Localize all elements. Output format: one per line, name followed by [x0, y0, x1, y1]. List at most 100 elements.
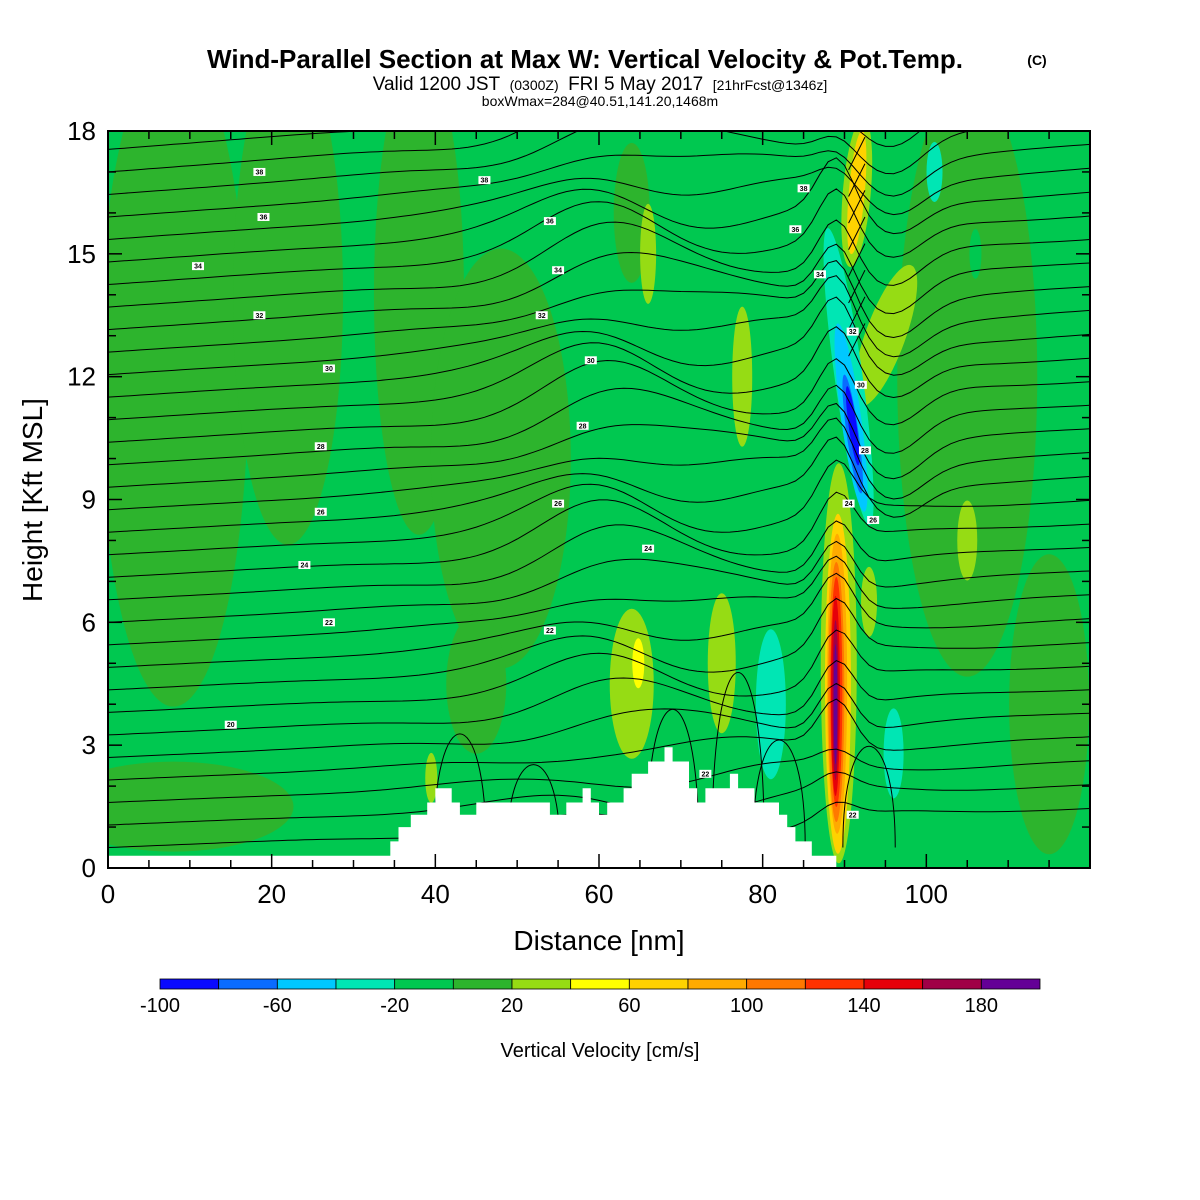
- theta-label-text: 28: [579, 423, 587, 430]
- theta-label: 26: [314, 507, 327, 516]
- theta-label-text: 28: [317, 444, 325, 451]
- theta-label-text: 22: [701, 771, 709, 778]
- theta-label-text: 22: [546, 628, 554, 635]
- colorbar-tick-label: 100: [730, 995, 763, 1017]
- weak-up-1: [609, 608, 654, 759]
- weak-up-3: [425, 752, 438, 803]
- colorbar-tick-label: 180: [965, 995, 998, 1017]
- theta-label-text: 26: [554, 501, 562, 508]
- colorbar-tick-label: -20: [380, 995, 409, 1017]
- colorbar-swatch: [276, 978, 337, 990]
- theta-contour-loop: [842, 745, 896, 848]
- theta-label-bg: [789, 225, 802, 234]
- theta-label: 32: [253, 311, 266, 320]
- theta-label: 22: [699, 769, 712, 778]
- band-right: [897, 131, 1038, 677]
- theta-label-bg: [257, 212, 270, 221]
- theta-contour-line: [108, 219, 1090, 308]
- theta-contour-line: [108, 243, 1090, 331]
- theta-contour-labels: 20 22 24 26 28 30 32 34 36 38 38 36 34 32 30 28 26 24 22 38…: [192, 167, 880, 819]
- theta-label-text: 24: [644, 546, 652, 553]
- theta-label: 36: [789, 225, 802, 234]
- theta-contour-line: [108, 402, 1090, 488]
- terrain: [108, 747, 1090, 868]
- theta-label-bg: [854, 380, 867, 389]
- hatch-line: [848, 296, 866, 330]
- theta-label-text: 36: [546, 219, 554, 226]
- theta-label-text: 34: [554, 268, 562, 275]
- weak-down-3: [631, 398, 648, 519]
- theta-contour-line: [108, 572, 1090, 668]
- theta-label-bg: [813, 270, 826, 279]
- theta-label-bg: [576, 421, 589, 430]
- theta-label-bg: [842, 499, 855, 508]
- hatch-line: [848, 323, 866, 357]
- valid-line: Valid 1200 JST (0300Z) FRI 5 May 2017 [2…: [373, 74, 828, 95]
- colorbar-swatch: [922, 978, 982, 990]
- colorbar-swatch: [511, 978, 572, 990]
- colorbar-swatch: [980, 978, 1041, 990]
- theta-contour-line: [108, 436, 1090, 533]
- theta-label-text: 30: [325, 366, 333, 373]
- theta-contour-line: [108, 131, 972, 195]
- band-right-2: [1009, 554, 1090, 855]
- weak-down-1: [341, 137, 366, 248]
- y-axis-label: Height [Kft MSL]: [17, 398, 48, 602]
- theta-label: 20: [224, 720, 237, 729]
- theta-label-text: 32: [255, 313, 263, 320]
- theta-label-text: 34: [816, 272, 824, 279]
- main-title: Wind-Parallel Section at Max W: Vertical…: [207, 44, 963, 74]
- y-tick-label: 6: [82, 607, 96, 637]
- theta-label: 32: [535, 311, 548, 320]
- theta-label-bg: [797, 184, 810, 193]
- colorbar-swatch: [570, 978, 630, 990]
- theta-label-text: 24: [301, 563, 309, 570]
- theta-label-bg: [192, 262, 205, 271]
- theta-label: 32: [846, 327, 859, 336]
- theta-label-text: 24: [845, 501, 853, 508]
- theta-label-bg: [298, 561, 311, 570]
- theta-contour-line: [108, 555, 1090, 646]
- theta-contour-line: [108, 384, 1090, 466]
- theta-label-text: 36: [260, 214, 268, 221]
- theta-label-bg: [478, 176, 491, 185]
- theta-label: 34: [552, 266, 565, 275]
- theta-label-bg: [858, 446, 871, 455]
- band-mid-2: [430, 248, 571, 669]
- theta-contour-line: [108, 296, 1090, 398]
- band-left-2: [233, 131, 344, 545]
- theta-label-text: 34: [194, 264, 202, 271]
- theta-contour-line: [108, 358, 1090, 443]
- theta-contour-line: [108, 540, 1090, 623]
- theta-label: 24: [642, 544, 655, 553]
- plot-area: 20 22 24 26 28 30 32 34 36 38 38 36 34 32 30 28 26 24 22 38…: [108, 131, 1090, 868]
- x-tick-label: 40: [421, 879, 450, 909]
- valid-utc: (0300Z): [510, 77, 559, 93]
- band-left: [108, 131, 249, 707]
- theta-label-text: 36: [792, 227, 800, 234]
- theta-label-text: 32: [538, 313, 546, 320]
- theta-contour-line: [108, 660, 1090, 736]
- theta-label-bg: [224, 720, 237, 729]
- theta-contour-loop: [752, 739, 806, 848]
- theta-contour-line: [108, 459, 1090, 556]
- weak-down-8: [969, 228, 982, 279]
- theta-label-bg: [543, 626, 556, 635]
- colorbar-swatch: [159, 978, 220, 990]
- theta-label: 22: [322, 618, 335, 627]
- theta-label: 24: [842, 499, 855, 508]
- yellow-1: [632, 638, 645, 689]
- theta-label: 26: [552, 499, 565, 508]
- x-tick-label: 0: [101, 879, 115, 909]
- valid-prefix: Valid 1200 JST: [373, 74, 501, 95]
- colorbar: -100 -60 -20 20 60 100 140 180: [140, 978, 1041, 1017]
- weak-up-8: [957, 500, 978, 581]
- valid-forecast: [21hrFcst@1346z]: [713, 77, 828, 93]
- upper-up-2: [847, 131, 867, 255]
- theta-contour-line: [108, 597, 1090, 691]
- x-axis-label: Distance [nm]: [513, 925, 684, 956]
- theta-label-bg: [322, 364, 335, 373]
- colorbar-tick-label: 140: [847, 995, 880, 1017]
- x-tick-label: 60: [585, 879, 614, 909]
